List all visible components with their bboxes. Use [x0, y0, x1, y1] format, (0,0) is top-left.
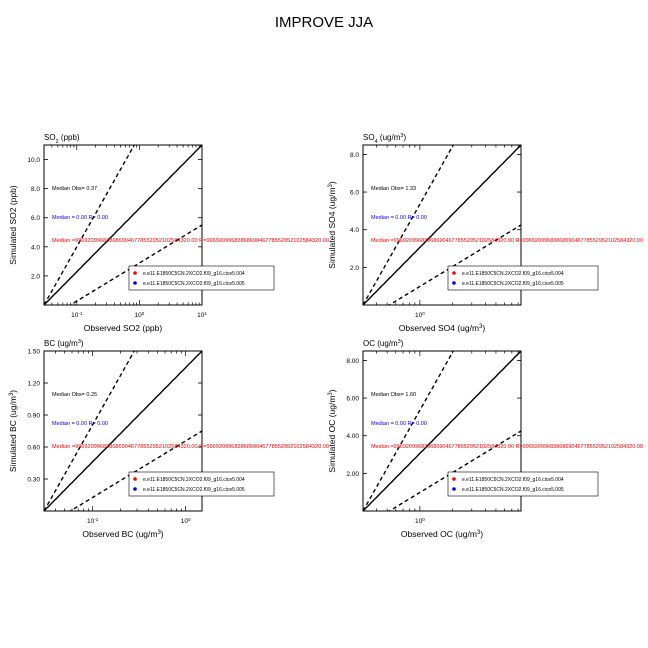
x-axis-label: Observed SO4 (ug/m3) — [399, 323, 486, 333]
lower-dashed-line — [387, 430, 521, 511]
x-tick-label: 10-1 — [71, 311, 83, 320]
plot-frame — [43, 350, 203, 512]
lower-dashed-line — [387, 224, 521, 305]
y-tick-label: 2.0 — [31, 273, 40, 280]
panel-title: OC (ug/m3) — [363, 339, 404, 348]
lower-dashed-line — [68, 224, 202, 305]
y-tick-label-top: 1.50 — [27, 349, 40, 356]
x-axis-label: Observed OC (ug/m3) — [401, 529, 483, 539]
x-tick-label: 10-1 — [87, 517, 99, 526]
lower-dashed-line — [68, 430, 202, 511]
y-tick-label: 1.20 — [27, 381, 40, 388]
median-blue-label: Median = 0.00 R= 0.00 — [371, 215, 427, 221]
y-axis-label: Simulated SO4 (ug/m3) — [327, 181, 337, 269]
x-tick-label: 100 — [134, 311, 144, 320]
legend-label: e.e11.E1850C5CN.2XCO2.f09_g16.cice5.005 — [143, 487, 245, 493]
reference-lines — [44, 145, 202, 305]
legend-marker — [133, 271, 137, 275]
legend-marker — [133, 477, 137, 481]
median-red-label: Median =99692099683868690467785529521025… — [371, 238, 643, 244]
legend-box — [447, 265, 599, 291]
legend-label: e.e11.E1850C5CN.2XCO2.f09_g16.cice5.004 — [143, 271, 245, 277]
y-tick-label: 0.60 — [27, 445, 40, 452]
legend-marker — [452, 281, 456, 285]
legend-marker — [452, 477, 456, 481]
reference-lines — [44, 351, 202, 511]
median-red-label: Median =99692099683868690467785529521025… — [52, 444, 329, 450]
y-axis-label: Simulated SO2 (ppb) — [8, 185, 18, 265]
y-tick-label: 6.0 — [31, 215, 40, 222]
median-red-label: Median =99692099683868690467785529521025… — [52, 238, 329, 244]
x-axis-label: Observed BC (ug/m3) — [82, 529, 163, 539]
x-tick-label: 100 — [415, 311, 425, 320]
legend-box — [128, 265, 275, 291]
plot-frame — [362, 144, 522, 306]
y-tick-label: 2.00 — [346, 471, 359, 478]
panel-title: BC (ug/m3) — [44, 339, 84, 348]
y-tick-label: 6.0 — [350, 190, 359, 197]
y-tick-label: 4.00 — [346, 433, 359, 440]
one-to-one-line — [363, 145, 521, 305]
plot-frame — [43, 144, 203, 306]
reference-lines — [363, 351, 521, 511]
median-obs-label: Median Obs= 1.33 — [371, 186, 416, 192]
panel-1: 2.0 4.0 6.0 8.0 10.0 10-1 100 101 SO2 (ppb) Obser… — [8, 133, 329, 333]
y-tick-label: 2.0 — [350, 265, 359, 272]
one-to-one-line — [44, 145, 202, 305]
panel-title: SO2 (ppb) — [44, 133, 80, 145]
y-tick-label: 4.0 — [350, 227, 359, 234]
legend-box — [447, 471, 599, 497]
panel-title: SO4 (ug/m3) — [363, 133, 406, 145]
x-tick-label: 100 — [415, 517, 425, 526]
legend-marker — [133, 487, 137, 491]
legend-label: e.e11.E1850C5CN.2XCO2.f09_g16.cice5.004 — [462, 271, 564, 277]
legend-label: e.e11.E1850C5CN.2XCO2.f09_g16.cice5.005 — [143, 281, 245, 287]
panel-2: 2.0 4.0 6.0 8.0 100 SO4 (ug/m3) Observed SO4 (… — [327, 133, 643, 333]
figure-title: IMPROVE JJA — [275, 14, 373, 31]
y-tick-label: 6.00 — [346, 396, 359, 403]
panel-3: 0.30 0.60 0.90 1.20 1.50 10-1 100 BC (ug/m3) Obs… — [8, 339, 329, 539]
y-tick-label: 0.90 — [27, 413, 40, 420]
legend-label: e.e11.E1850C5CN.2XCO2.f09_g16.cice5.004 — [462, 477, 564, 483]
median-obs-label: Median Obs= 0.25 — [52, 392, 97, 398]
panel-4: 2.00 4.00 6.00 8.00 100 OC (ug/m3) Observed OC… — [327, 339, 643, 539]
legend-label: e.e11.E1850C5CN.2XCO2.f09_g16.cice5.005 — [462, 487, 564, 493]
plot-frame — [362, 350, 522, 512]
legend-box — [128, 471, 275, 497]
y-tick-label: 8.00 — [346, 358, 359, 365]
legend-label: e.e11.E1850C5CN.2XCO2.f09_g16.cice5.004 — [143, 477, 245, 483]
y-tick-label: 8.0 — [350, 152, 359, 159]
y-axis-label: Simulated OC (ug/m3) — [327, 389, 337, 472]
x-tick-label: 101 — [197, 311, 207, 320]
median-blue-label: Median = 0.00 R= 0.00 — [52, 421, 108, 427]
median-blue-label: Median = 0.00 R= 0.00 — [371, 421, 427, 427]
median-obs-label: Median Obs= 1.60 — [371, 392, 416, 398]
reference-lines — [363, 145, 521, 305]
y-tick-label: 4.0 — [31, 244, 40, 251]
y-axis-label: Simulated BC (ug/m3) — [8, 390, 18, 472]
x-tick-label: 100 — [181, 517, 191, 526]
legend-marker — [452, 271, 456, 275]
one-to-one-line — [363, 351, 521, 511]
legend-marker — [452, 487, 456, 491]
y-tick-label: 8.0 — [31, 186, 40, 193]
median-blue-label: Median = 0.00 R= 0.00 — [52, 215, 108, 221]
legend-label: e.e11.E1850C5CN.2XCO2.f09_g16.cice5.005 — [462, 281, 564, 287]
median-obs-label: Median Obs= 0.37 — [52, 186, 97, 192]
legend-marker — [133, 281, 137, 285]
one-to-one-line — [44, 351, 202, 511]
y-tick-label: 0.30 — [27, 477, 40, 484]
x-axis-label: Observed SO2 (ppb) — [84, 323, 163, 333]
y-tick-label: 10.0 — [27, 157, 40, 164]
median-red-label: Median =99692099683868690467785529521025… — [371, 444, 643, 450]
